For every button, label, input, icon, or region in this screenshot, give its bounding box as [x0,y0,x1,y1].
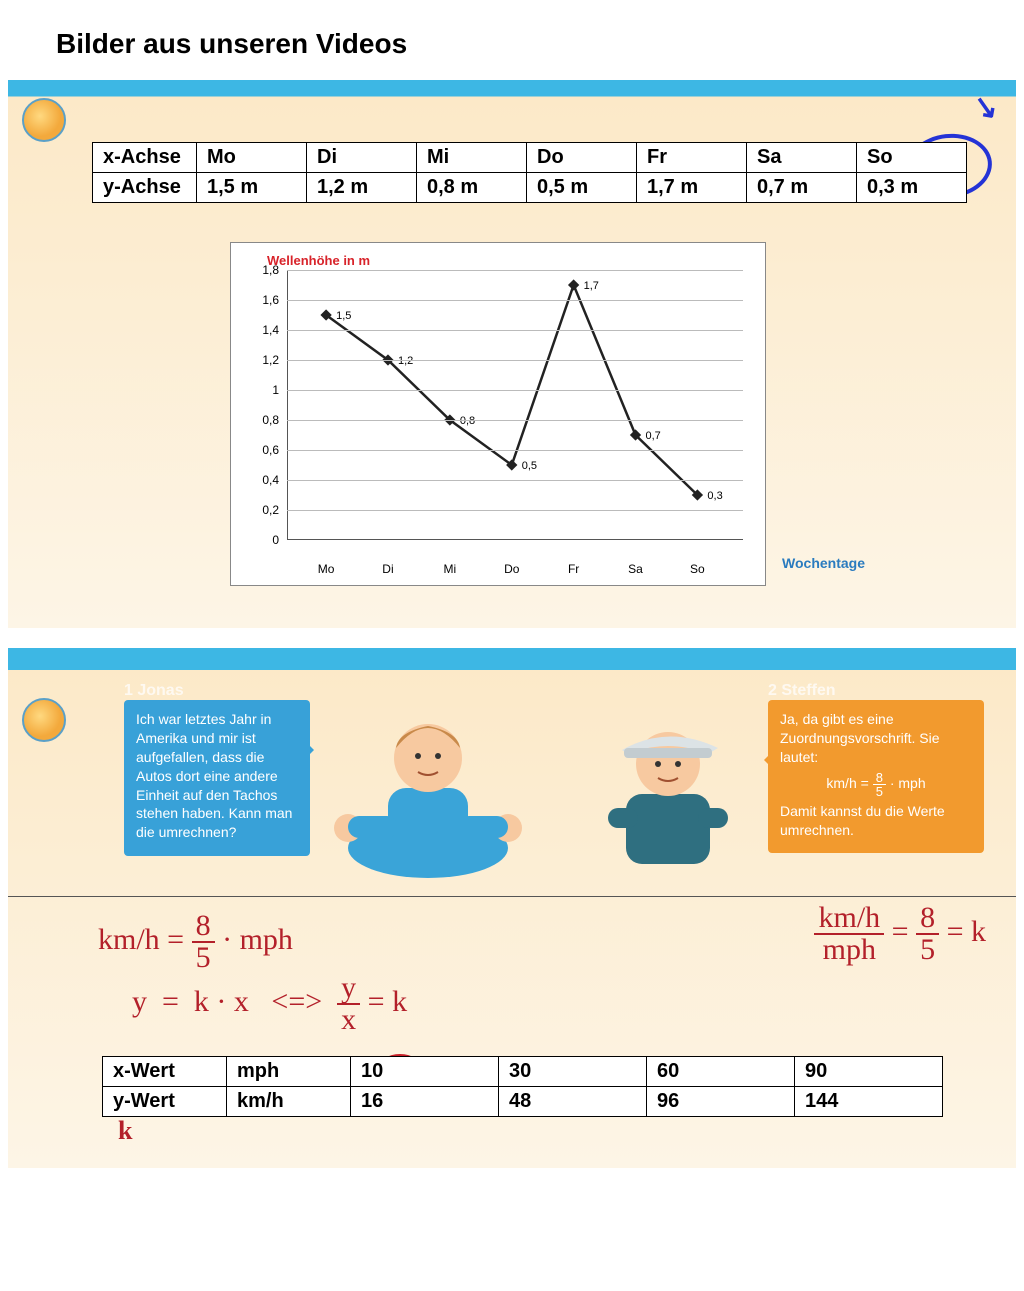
handwritten-k: k [118,1116,132,1146]
svg-text:0,3: 0,3 [707,490,722,502]
slide-1: ↘ x-Achse Mo Di Mi Do Fr Sa So y-Achse 1… [8,80,1016,628]
annotation-arrow-icon: ↘ [970,88,1001,127]
row-header: x-Wert [103,1057,227,1087]
chart-xlabel: Wochentage [782,555,865,571]
row-header: y-Achse [93,173,197,203]
chart-title: Wellenhöhe in m [267,253,751,268]
wave-data-table: x-Achse Mo Di Mi Do Fr Sa So y-Achse 1,5… [92,142,967,203]
table-row: x-Wert mph 10 30 60 90 [103,1057,943,1087]
handwritten-formulas: km/h = 85 · mph y = k · x <=> yx = k km/… [8,896,1016,1035]
row-header: y-Wert [103,1087,227,1117]
svg-text:1,7: 1,7 [584,280,599,292]
speech-bubble-jonas: 1 Jonas Ich war letztes Jahr in Amerika … [124,700,310,856]
svg-text:0,7: 0,7 [646,430,661,442]
logo-icon [22,98,66,142]
svg-text:0,8: 0,8 [460,415,475,427]
speech-bubble-steffen: 2 Steffen Ja, da gibt es eine Zuordnungs… [768,700,984,853]
table-row: y-Achse 1,5 m 1,2 m 0,8 m 0,5 m 1,7 m 0,… [93,173,967,203]
slide-2: 1 Jonas Ich war letztes Jahr in Amerika … [8,648,1016,1168]
page-title: Bilder aus unseren Videos [0,0,1024,80]
logo-icon [22,698,66,742]
svg-text:1,5: 1,5 [336,310,351,322]
speech-label: 1 Jonas [124,680,184,702]
svg-text:1,2: 1,2 [398,355,413,367]
table-row: y-Wert km/h 16 48 96 144 [103,1087,943,1117]
svg-text:0,5: 0,5 [522,460,537,472]
speech-text: Ich war letztes Jahr in Amerika und mir … [136,711,292,840]
wave-chart: Wellenhöhe in m 1,51,20,80,51,70,70,3 00… [230,242,766,586]
character-jonas-icon [318,698,538,878]
row-header: x-Achse [93,143,197,173]
chart-line-svg: 1,5 1,2 0,8 0,5 1,7 0,7 0,3 [287,270,743,540]
speech-label: 2 Steffen [768,680,836,702]
table-row: x-Achse Mo Di Mi Do Fr Sa So [93,143,967,173]
conversion-table: x-Wert mph 10 30 60 90 y-Wert km/h 16 48… [102,1056,943,1117]
character-steffen-icon [568,698,768,878]
